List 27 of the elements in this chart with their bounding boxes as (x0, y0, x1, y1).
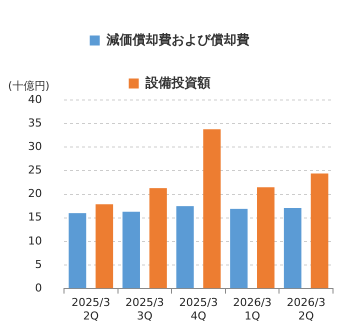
bar (149, 188, 167, 288)
x-tick-label: 2025/3 4Q (179, 296, 218, 322)
y-tick-label: 35 (28, 116, 42, 130)
y-tick-label: 20 (28, 187, 42, 200)
bar (96, 204, 114, 288)
y-tick-label: 25 (28, 164, 42, 177)
x-tick-label: 2026/3 2Q (286, 296, 326, 322)
x-tick-label: 2025/3 3Q (125, 296, 164, 322)
y-tick-label: 0 (34, 281, 42, 294)
x-tick-label: 2025/3 2Q (72, 296, 110, 322)
bar (203, 129, 221, 288)
legend-label: 設備投資額 (144, 74, 210, 91)
y-tick-label: 40 (28, 92, 42, 106)
bar (310, 174, 328, 288)
y-tick-label: 15 (28, 210, 42, 224)
y-axis-title: (十億円) (8, 79, 50, 92)
bar (176, 206, 194, 288)
bar (122, 212, 140, 288)
legend-label: 減価償却費および償却費 (105, 32, 250, 48)
x-tick-label: 2026/3 1Q (232, 296, 272, 322)
y-tick-label: 5 (34, 258, 42, 271)
bar (68, 213, 86, 288)
bar (257, 187, 274, 288)
y-tick-label: 30 (28, 140, 42, 154)
bar (284, 208, 302, 288)
y-tick-label: 10 (28, 234, 42, 248)
bar (230, 208, 248, 288)
